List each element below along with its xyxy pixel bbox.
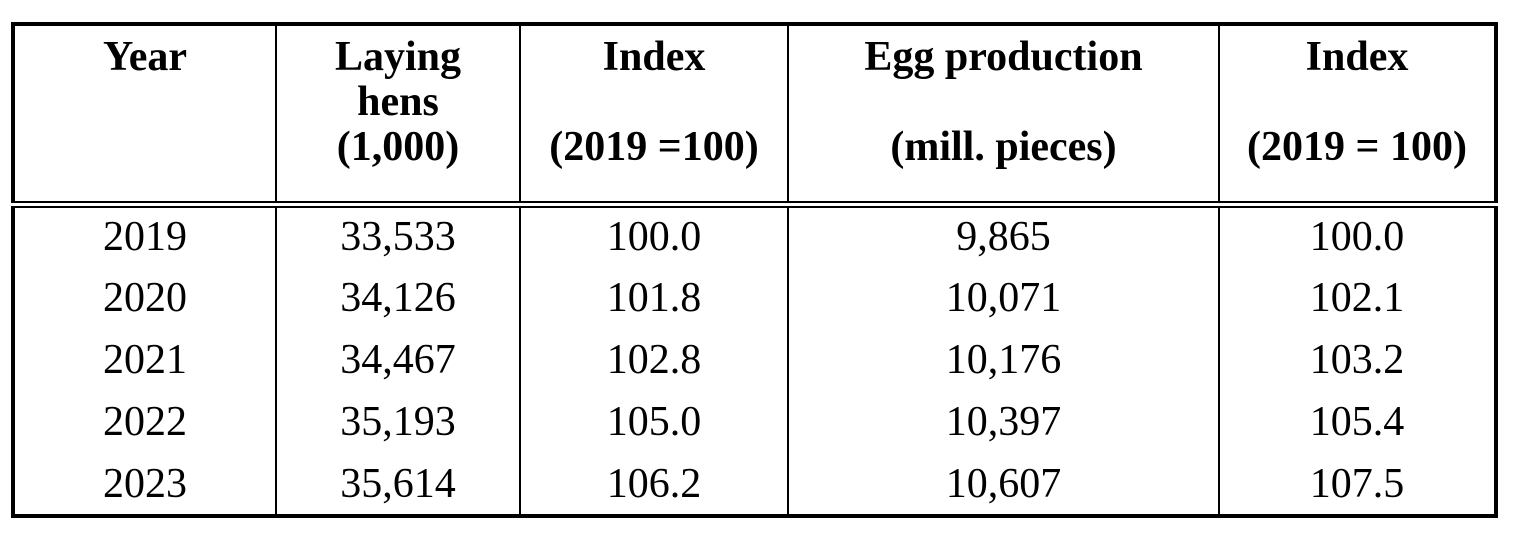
cell-laying-hens: 34,467	[275, 328, 521, 392]
cell-egg-index: 107.5	[1218, 453, 1497, 516]
cell-year: 2022	[12, 391, 277, 454]
cell-year: 2021	[12, 328, 277, 392]
column-header-egg-production: Egg production (mill. pieces)	[787, 24, 1220, 208]
cell-hens-index: 100.0	[519, 204, 789, 267]
cell-egg-index: 103.2	[1218, 328, 1497, 392]
cell-laying-hens: 33,533	[275, 204, 521, 267]
cell-egg-production: 10,176	[787, 328, 1220, 392]
column-header-laying-hens: Laying hens (1,000)	[275, 24, 521, 208]
table-row: 2019 33,533 100.0 9,865 100.0	[12, 204, 1497, 267]
cell-year: 2019	[12, 204, 277, 267]
column-header-hens-index: Index (2019 =100)	[519, 24, 789, 208]
table-row: 2021 34,467 102.8 10,176 103.2	[12, 328, 1497, 392]
statistics-table: Year Laying hens (1,000) Index (2019 =10…	[11, 22, 1498, 518]
cell-hens-index: 106.2	[519, 453, 789, 516]
cell-hens-index: 105.0	[519, 391, 789, 454]
cell-laying-hens: 34,126	[275, 266, 521, 329]
cell-hens-index: 102.8	[519, 328, 789, 392]
cell-egg-production: 10,071	[787, 266, 1220, 329]
column-header-year: Year	[12, 24, 277, 208]
header-row: Year Laying hens (1,000) Index (2019 =10…	[12, 24, 1497, 208]
cell-egg-index: 102.1	[1218, 266, 1497, 329]
table-row: 2020 34,126 101.8 10,071 102.1	[12, 266, 1497, 329]
table-row: 2023 35,614 106.2 10,607 107.5	[12, 453, 1497, 516]
cell-egg-index: 105.4	[1218, 391, 1497, 454]
cell-year: 2020	[12, 266, 277, 329]
cell-hens-index: 101.8	[519, 266, 789, 329]
column-header-egg-index: Index (2019 = 100)	[1218, 24, 1497, 208]
cell-laying-hens: 35,614	[275, 453, 521, 516]
cell-egg-production: 9,865	[787, 204, 1220, 267]
table-row: 2022 35,193 105.0 10,397 105.4	[12, 391, 1497, 454]
cell-laying-hens: 35,193	[275, 391, 521, 454]
cell-egg-production: 10,607	[787, 453, 1220, 516]
cell-year: 2023	[12, 453, 277, 516]
cell-egg-index: 100.0	[1218, 204, 1497, 267]
cell-egg-production: 10,397	[787, 391, 1220, 454]
